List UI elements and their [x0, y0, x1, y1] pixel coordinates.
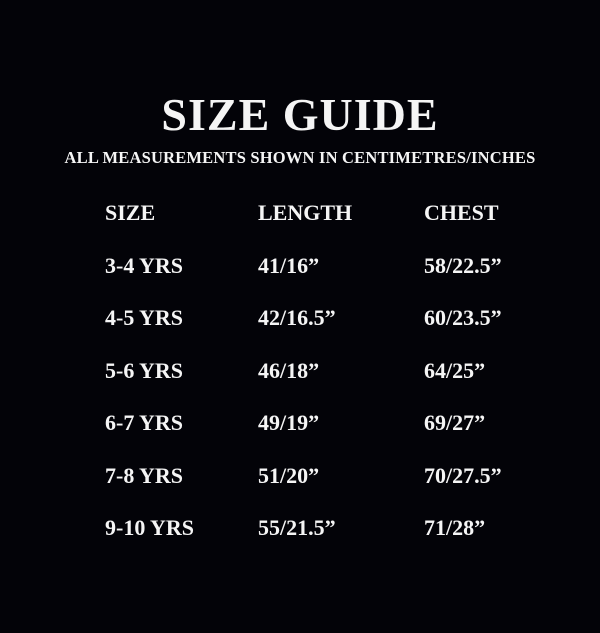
- length-cell: 41/16”: [258, 252, 320, 278]
- size-cell: 3-4 YRS: [105, 252, 184, 278]
- size-cell: 4-5 YRS: [105, 305, 184, 331]
- column-header-length: LENGTH: [258, 200, 353, 226]
- size-cell: 6-7 YRS: [105, 410, 184, 436]
- length-cell: 46/18”: [258, 357, 320, 383]
- chest-cell: 64/25”: [424, 357, 486, 383]
- length-cell: 49/19”: [258, 410, 320, 436]
- column-header-chest: CHEST: [424, 200, 499, 226]
- chest-cell: 71/28”: [424, 515, 486, 541]
- page-subtitle: ALL MEASUREMENTS SHOWN IN CENTIMETRES/IN…: [64, 148, 536, 167]
- chest-cell: 60/23.5”: [424, 305, 502, 331]
- size-cell: 7-8 YRS: [105, 462, 184, 488]
- chest-cell: 69/27”: [424, 410, 486, 436]
- chest-cell: 70/27.5”: [424, 462, 502, 488]
- length-cell: 42/16.5”: [258, 305, 336, 331]
- size-cell: 5-6 YRS: [105, 357, 184, 383]
- length-cell: 55/21.5”: [258, 515, 336, 541]
- length-cell: 51/20”: [258, 462, 320, 488]
- size-cell: 9-10 YRS: [105, 515, 195, 541]
- chest-cell: 58/22.5”: [424, 252, 502, 278]
- size-table: SIZE LENGTH CHEST 3-4 YRS 41/16” 58/22.5…: [0, 187, 600, 555]
- page-title: SIZE GUIDE: [161, 89, 439, 140]
- column-header-size: SIZE: [105, 200, 156, 226]
